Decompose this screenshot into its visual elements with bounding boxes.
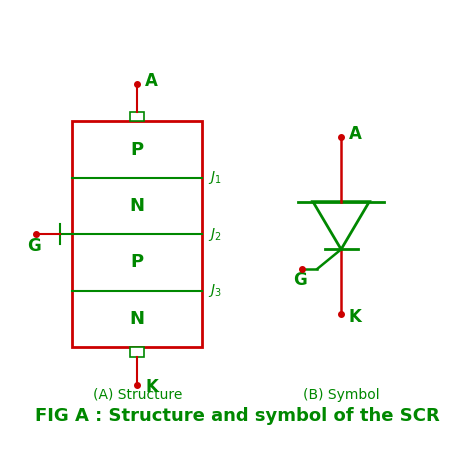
Text: P: P <box>131 141 144 159</box>
Text: G: G <box>293 271 307 289</box>
Text: (B) Symbol: (B) Symbol <box>303 388 379 402</box>
Bar <box>130 112 144 121</box>
Text: $J_2$: $J_2$ <box>208 226 221 243</box>
Text: A: A <box>145 73 158 91</box>
Text: N: N <box>130 197 145 215</box>
Text: A: A <box>349 125 362 143</box>
Text: N: N <box>130 310 145 328</box>
Text: $J_1$: $J_1$ <box>208 169 221 186</box>
Text: G: G <box>27 237 41 255</box>
Text: P: P <box>131 253 144 272</box>
Text: $J_3$: $J_3$ <box>208 282 221 299</box>
Text: (A) Structure: (A) Structure <box>92 388 182 402</box>
Text: K: K <box>349 308 362 326</box>
Text: FIG A : Structure and symbol of the SCR: FIG A : Structure and symbol of the SCR <box>35 407 439 425</box>
Text: K: K <box>145 378 158 396</box>
Bar <box>72 121 202 347</box>
Bar <box>130 347 144 356</box>
